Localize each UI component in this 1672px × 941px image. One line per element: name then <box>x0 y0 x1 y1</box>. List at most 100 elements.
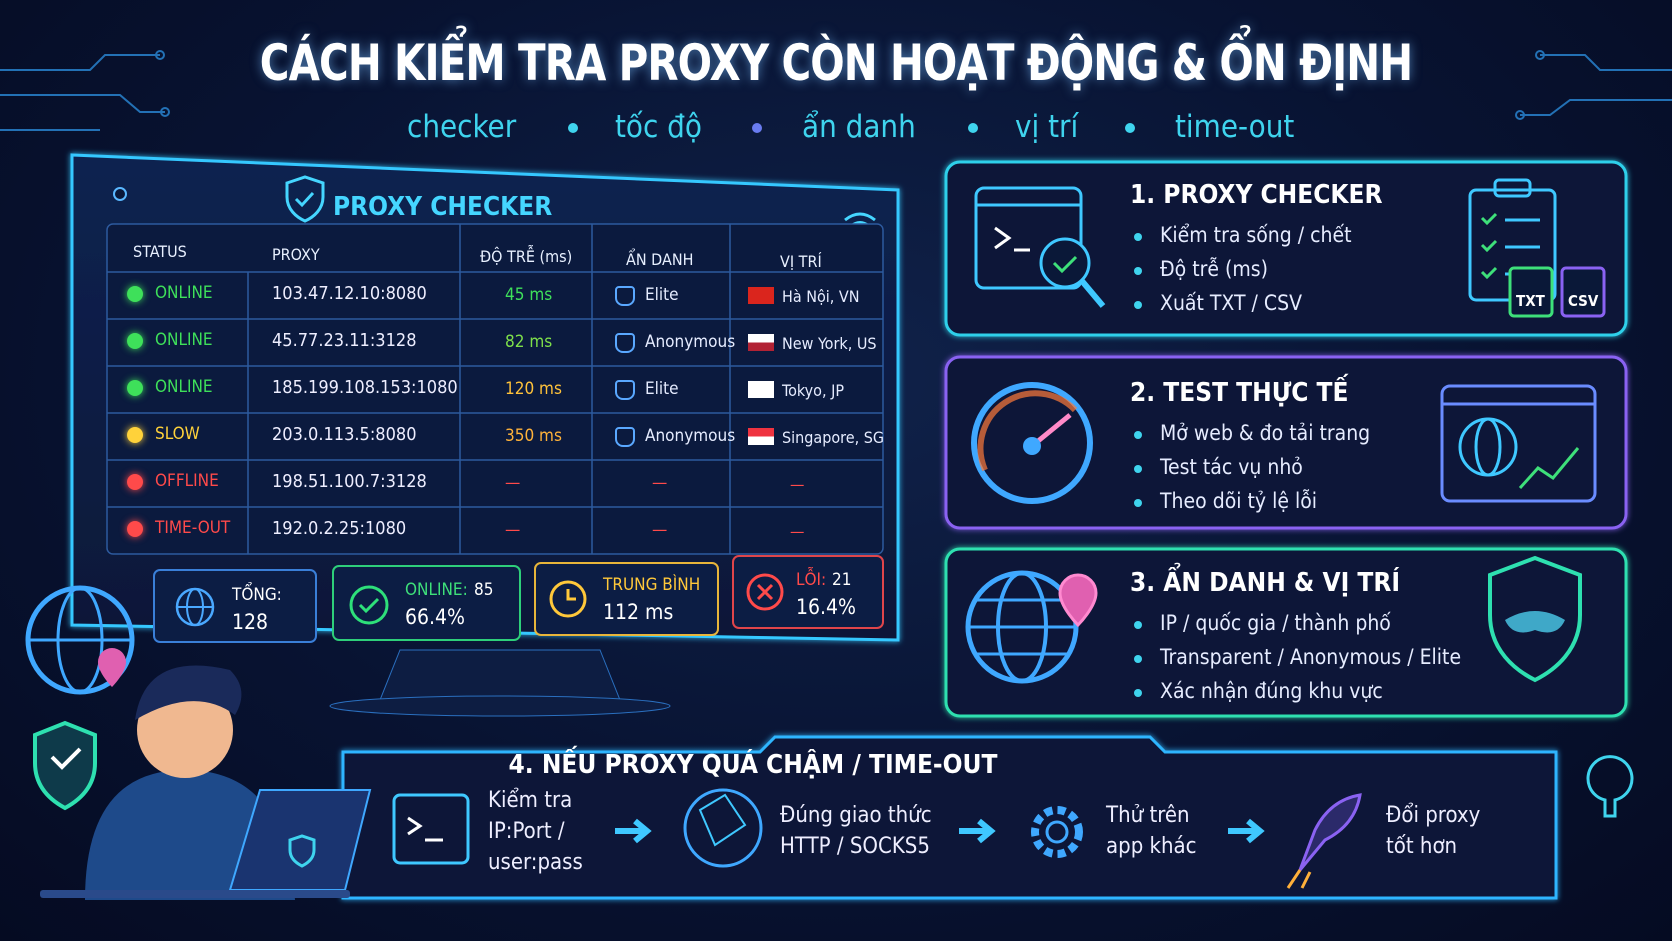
column-header: VỊ TRÍ <box>780 252 822 271</box>
card-icons-part <box>968 598 1076 656</box>
card-icons-part <box>1508 266 1554 318</box>
latency: 82 ms <box>505 332 553 352</box>
step-item: Xuất TXT / CSV <box>1160 291 1303 315</box>
anonymity: Elite <box>645 285 679 305</box>
illustration-part <box>50 747 82 770</box>
monitor-part <box>329 695 671 717</box>
proxy-address: 198.51.100.7:3128 <box>272 471 427 492</box>
subtitle-tag: ẩn danh <box>802 109 916 145</box>
title: CÁCH KIỂM TRA PROXY CÒN HOẠT ĐỘNG & ỔN Đ… <box>259 34 1413 92</box>
bullet <box>1134 301 1142 309</box>
separator-dot <box>568 123 578 133</box>
fallback-step: app khác <box>1106 834 1197 859</box>
step-item: Kiểm tra sống / chết <box>1160 223 1352 247</box>
summary-boxes-part <box>358 597 380 614</box>
fallback-icons <box>392 755 1634 889</box>
card-icons-part <box>1058 573 1098 628</box>
fallback-step: tốt hơn <box>1386 834 1458 859</box>
location: Hà Nội, VN <box>782 287 860 306</box>
card-icons-part <box>994 226 1030 252</box>
card-icons-part <box>1505 611 1565 633</box>
cards-part <box>944 160 1628 337</box>
summary-boxes-part <box>746 573 784 611</box>
bullet <box>1134 655 1142 663</box>
cards-part <box>944 355 1628 530</box>
card-icons-part <box>1518 447 1580 490</box>
anonymity: Anonymous <box>645 332 736 352</box>
fallback-icons-part <box>683 788 763 868</box>
status: SLOW <box>155 424 200 444</box>
step-item: IP / quốc gia / thành phố <box>1160 611 1391 635</box>
circuit-lines-part <box>1535 50 1545 60</box>
location: — <box>790 475 805 494</box>
monitor-part <box>294 191 315 208</box>
status-light <box>127 333 143 349</box>
column-header: ĐỘ TRỄ (ms) <box>480 247 573 266</box>
summary-value: 112 ms <box>603 600 674 624</box>
summary-label: TỔNG: <box>232 585 282 605</box>
summary-boxes-part <box>732 555 884 629</box>
step-item: Theo dõi tỷ lệ lỗi <box>1160 489 1318 513</box>
fallback-icons-part-part <box>959 818 996 844</box>
circuit-lines-part <box>1520 99 1672 116</box>
illustration-part <box>40 890 350 898</box>
status: OFFLINE <box>155 471 219 491</box>
card-icons <box>965 178 1606 684</box>
step-item: Độ trễ (ms) <box>1160 257 1268 281</box>
fallback-icons-part <box>1045 820 1069 844</box>
cards <box>341 160 1628 900</box>
fallback-icons-part-part <box>615 818 652 844</box>
proxy-address: 45.77.23.11:3128 <box>272 330 417 351</box>
status-light <box>127 474 143 490</box>
latency: — <box>505 520 521 540</box>
card-icons-part <box>971 382 1093 504</box>
step-title: 2. TEST THỰC TẾ <box>1130 378 1349 408</box>
checker-title: PROXY CHECKER <box>333 192 553 222</box>
subtitle-tag: checker <box>407 109 517 145</box>
fallback-icons-part <box>615 818 1265 844</box>
column-header: ẨN DANH <box>626 249 694 269</box>
separator-dot <box>1125 123 1135 133</box>
circuit-lines-part <box>0 94 165 113</box>
bullet <box>1134 499 1142 507</box>
fallback-step: user:pass <box>488 850 583 875</box>
step-title: 3. ẨN DANH & VỊ TRÍ <box>1130 568 1401 598</box>
status: ONLINE <box>155 377 213 397</box>
step-title: 1. PROXY CHECKER <box>1130 180 1383 210</box>
bullet <box>1134 465 1142 473</box>
card-icons-part <box>1474 417 1502 477</box>
fallback-icons-part <box>392 793 470 865</box>
subtitle-tag: tốc độ <box>615 109 702 145</box>
anonymity-icon <box>615 380 635 400</box>
circuit-lines-part <box>155 50 165 60</box>
location: — <box>790 522 805 541</box>
status: TIME-OUT <box>155 518 231 538</box>
fallback-icons-part <box>1586 755 1634 818</box>
fallback-icons-part <box>407 816 443 842</box>
summary-value: 16.4% <box>796 595 857 619</box>
step-item: Transparent / Anonymous / Elite <box>1160 645 1462 669</box>
card-icons-part <box>1039 237 1091 289</box>
fallback-step: Đúng giao thức <box>780 803 932 828</box>
circuit-lines-part <box>160 107 170 117</box>
anonymity: — <box>652 473 668 493</box>
location: Singapore, SG <box>782 428 885 447</box>
fallback-step: Kiểm tra <box>488 788 573 813</box>
step-item: Test tác vụ nhỏ <box>1160 455 1303 479</box>
step-item: Mở web & đo tải trang <box>1160 421 1371 445</box>
card-icons-part <box>1493 178 1532 198</box>
illustration-part <box>288 834 316 868</box>
summary-label: LỖI: <box>796 570 827 590</box>
summary-boxes-part <box>534 562 719 636</box>
circuit-lines-part <box>1540 54 1672 71</box>
subtitle-tag: vị trí <box>1015 109 1079 145</box>
location: Tokyo, JP <box>782 381 845 400</box>
fallback-icons-part <box>1298 793 1362 871</box>
summary-boxes-part <box>566 589 576 601</box>
bullet <box>1134 267 1142 275</box>
card-icons-part <box>1480 212 1498 280</box>
card-icons-part <box>1560 266 1606 318</box>
